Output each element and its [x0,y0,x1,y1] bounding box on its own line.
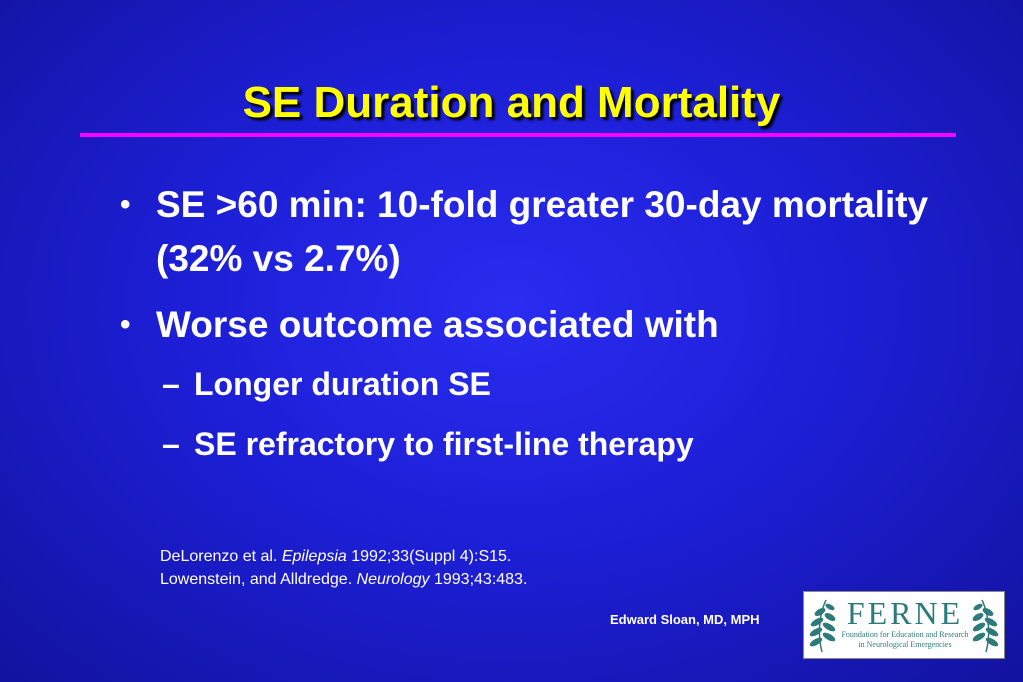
sub-bullet-item: – Longer duration SE [162,364,940,404]
logo-name: FERNE [846,595,964,631]
sub-bullet-text: SE refractory to first-line therapy [194,426,694,462]
logo-subtitle-line: Foundation for Education and Research [841,630,969,639]
bullet-text: Worse outcome associated with [156,304,719,345]
bullet-list: • SE >60 min: 10-fold greater 30-day mor… [120,178,940,484]
slide-title: SE Duration and Mortality [242,78,781,127]
reference-line: DeLorenzo et al. Epilepsia 1992;33(Suppl… [160,545,527,568]
title-underline [80,133,956,137]
dash-icon: – [162,426,180,462]
ferne-logo: FERNE Foundation for Education and Resea… [803,591,1005,659]
sub-bullet-text: Longer duration SE [194,366,491,402]
reference-citation: 1993;43:483. [429,571,528,588]
bullet-dot-icon: • [120,188,131,221]
bullet-item: • SE >60 min: 10-fold greater 30-day mor… [120,178,940,286]
reference-journal: Epilepsia [281,548,347,565]
logo-subtitle: Foundation for Education and Research in… [840,630,970,650]
sub-bullet-item: – SE refractory to first-line therapy [162,424,940,464]
reference-citation: 1992;33(Suppl 4):S15. [346,548,512,565]
reference-line: Lowenstein, and Alldredge. Neurology 199… [160,568,527,591]
laurel-branch-icon [809,599,999,653]
reference-authors: Lowenstein, and Alldredge. [160,571,357,588]
reference-authors: DeLorenzo et al. [160,548,282,565]
author-credit: Edward Sloan, MD, MPH [610,612,760,627]
reference-journal: Neurology [356,571,430,588]
dash-icon: – [162,366,180,402]
logo-subtitle-line: in Neurological Emergencies [858,640,952,649]
bullet-dot-icon: • [120,308,131,341]
references: DeLorenzo et al. Epilepsia 1992;33(Suppl… [160,545,527,591]
bullet-text: SE >60 min: 10-fold greater 30-day morta… [156,184,929,279]
bullet-item: • Worse outcome associated with [120,298,940,352]
